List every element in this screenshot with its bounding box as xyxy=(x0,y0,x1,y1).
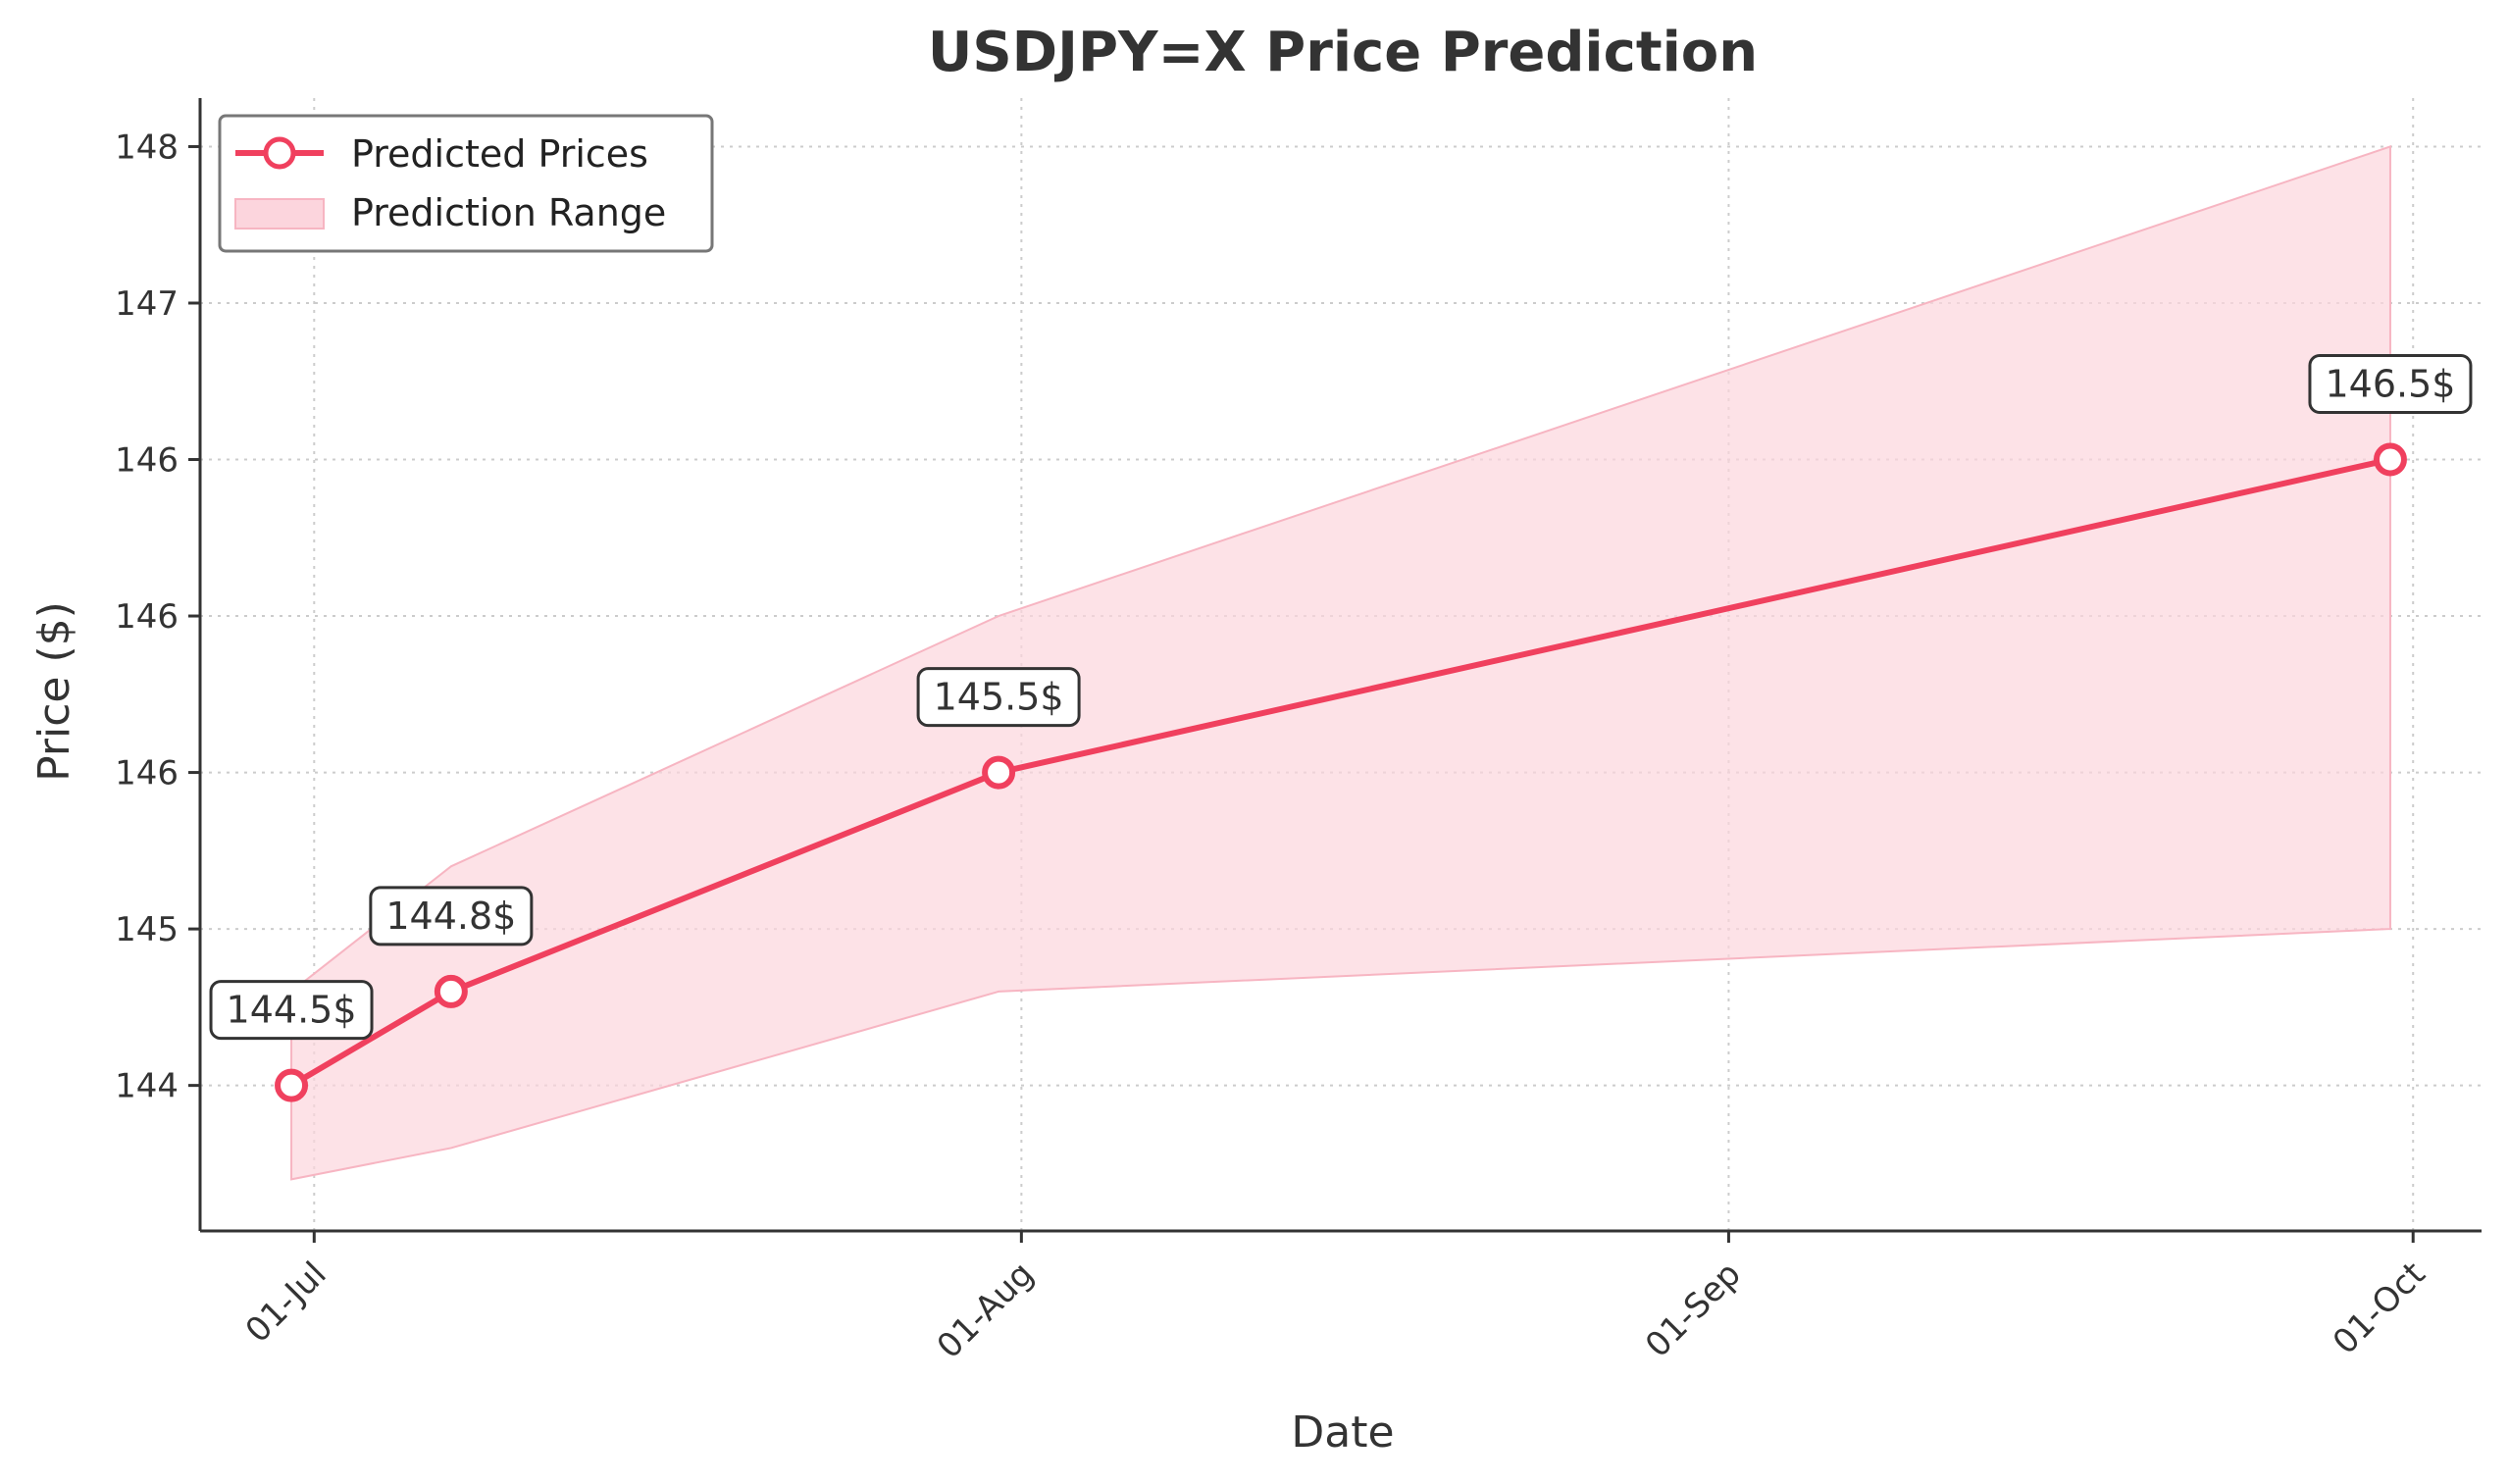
y-tick-label-1: 145 xyxy=(115,910,179,949)
x-tick-label-1: 01-Aug xyxy=(930,1254,1042,1366)
data-label-box-2 xyxy=(916,667,1081,728)
y-tick-label-6: 148 xyxy=(115,128,179,167)
data-label-box-3 xyxy=(2308,354,2473,415)
x-tick-label-2: 01-Sep xyxy=(1638,1254,1749,1365)
legend-label-predicted: Predicted Prices xyxy=(351,132,648,176)
y-tick-label-5: 147 xyxy=(115,284,179,324)
data-points xyxy=(275,442,2407,1102)
data-label-box-1 xyxy=(369,886,534,947)
x-tick-label-3: 01-Oct xyxy=(2326,1254,2433,1362)
data-label-3: 146.5$ xyxy=(2325,363,2455,406)
x-tick-label-0: 01-Jul xyxy=(238,1254,334,1351)
legend-label-range: Prediction Range xyxy=(351,191,666,234)
data-point-1 xyxy=(434,974,468,1008)
data-label-2: 145.5$ xyxy=(934,676,1064,719)
axes xyxy=(198,98,2482,1233)
legend-box xyxy=(218,114,714,253)
x-ticks: 01-Jul 01-Aug 01-Sep 01-Oct xyxy=(238,1231,2433,1366)
y-tick-label-4: 146 xyxy=(115,441,179,481)
chart-title: USDJPY=X Price Prediction xyxy=(928,21,1758,84)
predicted-prices-line xyxy=(289,456,2391,1089)
data-point-0 xyxy=(275,1068,309,1102)
data-label-0: 144.5$ xyxy=(227,989,357,1032)
predicted-line xyxy=(289,456,2391,1089)
data-point-3 xyxy=(2373,442,2407,477)
legend: Predicted Prices Prediction Range xyxy=(218,114,714,253)
y-axis-label: Price ($) xyxy=(29,601,79,782)
x-axis-label: Date xyxy=(1291,1407,1394,1458)
prediction-range-area xyxy=(290,145,2391,1181)
y-tick-label-3: 146 xyxy=(115,597,179,637)
data-label-box-0 xyxy=(209,980,374,1041)
prediction-range-band xyxy=(290,145,2391,1181)
y-ticks: 144 145 146 146 146 147 148 xyxy=(115,128,200,1106)
data-label-1: 144.8$ xyxy=(385,895,516,938)
legend-area-swatch xyxy=(234,198,325,230)
legend-marker-swatch xyxy=(263,136,296,170)
y-tick-label-0: 144 xyxy=(115,1067,179,1106)
y-tick-label-2: 146 xyxy=(115,754,179,793)
data-labels: 144.5$ 144.8$ 145.5$ 146.5$ xyxy=(209,354,2473,1041)
data-point-2 xyxy=(982,755,1016,790)
